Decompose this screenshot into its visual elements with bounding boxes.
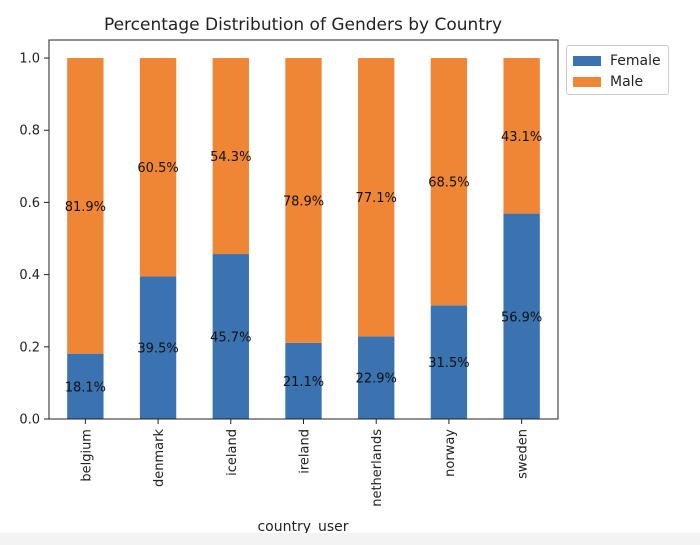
plot-frame	[48, 39, 559, 420]
bar-female-denmark	[139, 276, 177, 419]
y-tick-label-1: 0.2	[19, 340, 40, 355]
bar-male-sweden	[503, 58, 540, 214]
bar-female-iceland	[212, 254, 249, 419]
x-tick-label-sweden: sweden	[516, 429, 531, 479]
bar-female-belgium	[67, 353, 104, 419]
data-label-female-belgium: 18.1%	[65, 380, 106, 395]
y-tick-label-4: 0.8	[19, 124, 40, 139]
data-label-male-iceland: 54.3%	[210, 150, 251, 165]
x-tick-label-belgium: belgium	[79, 429, 94, 482]
x-tick-label-ireland: ireland	[298, 429, 313, 474]
y-tick-label-0: 0.0	[19, 413, 40, 428]
bar-female-ireland	[285, 342, 322, 419]
y-tick-label-3: 0.6	[19, 196, 40, 211]
x-tick-label-norway: norway	[443, 429, 458, 477]
legend-swatch-female	[573, 55, 601, 66]
bar-female-netherlands	[358, 336, 395, 419]
y-tick-label-5: 1.0	[19, 52, 40, 67]
legend-item-female: Female	[573, 50, 662, 71]
x-tick-label-iceland: iceland	[225, 429, 240, 476]
y-tick-label-2: 0.4	[19, 268, 40, 283]
data-label-female-norway: 31.5%	[428, 356, 469, 371]
legend-label-female: Female	[610, 52, 661, 69]
bar-male-belgium	[67, 58, 104, 354]
data-label-female-iceland: 45.7%	[210, 331, 251, 346]
data-label-male-norway: 68.5%	[428, 176, 469, 191]
legend-swatch-male	[573, 76, 601, 87]
data-label-female-ireland: 21.1%	[283, 375, 324, 390]
scrollbar-strip	[0, 533, 700, 545]
axes-layer: belgium denmark iceland ireland netherlands n…	[19, 39, 559, 507]
data-labels-layer: 18.1% 81.9% 39.5% 60.5% 45.7% 54.3% 21.1% 78.9%…	[65, 130, 543, 396]
legend: Female Male	[566, 45, 669, 95]
chart-title: Percentage Distribution of Genders by Co…	[104, 15, 502, 35]
bar-female-sweden	[503, 213, 540, 419]
data-label-male-denmark: 60.5%	[137, 161, 178, 176]
data-label-female-denmark: 39.5%	[137, 342, 178, 357]
bar-male-ireland	[285, 58, 322, 343]
bar-male-denmark	[139, 58, 177, 277]
data-label-male-ireland: 78.9%	[283, 194, 324, 209]
data-label-male-netherlands: 77.1%	[356, 191, 397, 206]
bar-male-iceland	[212, 58, 249, 255]
x-tick-label-netherlands: netherlands	[370, 429, 385, 507]
data-label-female-netherlands: 22.9%	[356, 372, 397, 387]
bars-layer	[67, 58, 540, 419]
legend-item-male: Male	[573, 71, 662, 92]
bar-male-norway	[430, 58, 468, 306]
bar-female-norway	[430, 305, 468, 419]
x-axis-label: country_user	[257, 519, 348, 535]
bar-male-netherlands	[358, 58, 395, 337]
x-tick-label-denmark: denmark	[152, 429, 167, 487]
data-label-male-sweden: 43.1%	[501, 130, 542, 145]
legend-label-male: Male	[610, 73, 644, 90]
data-label-male-belgium: 81.9%	[65, 200, 106, 215]
data-label-female-sweden: 56.9%	[501, 310, 542, 325]
